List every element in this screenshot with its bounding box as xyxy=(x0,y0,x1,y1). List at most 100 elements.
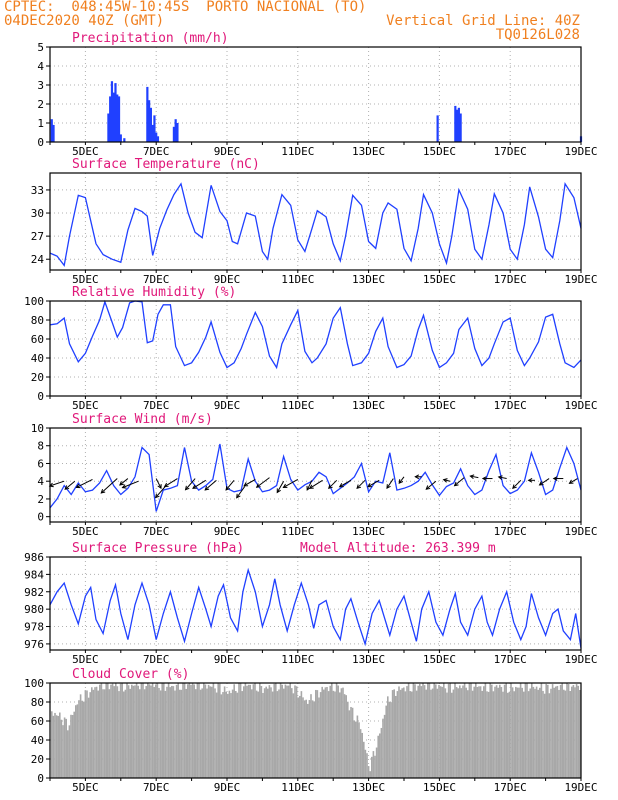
wind-arrow xyxy=(443,479,451,482)
cloud-column xyxy=(230,693,232,778)
cloud-column xyxy=(132,685,135,778)
cloud-column xyxy=(359,729,362,778)
cloud-column xyxy=(347,701,349,778)
cloud-column xyxy=(281,684,283,778)
y-tick-label: 80 xyxy=(31,314,44,327)
wind-arrow-head xyxy=(276,488,281,494)
wind-arrow-head xyxy=(75,483,81,489)
cloud-column xyxy=(428,683,431,778)
wind-arrow-head xyxy=(497,475,503,480)
cloud-column xyxy=(79,694,82,778)
cloud-column xyxy=(537,689,539,778)
wind-arrow xyxy=(164,478,178,487)
header-vertical-grid: Vertical Grid Line: 40Z xyxy=(386,13,580,29)
precip-bar xyxy=(149,107,152,142)
surface-temperature-title: Surface Temperature (nC) xyxy=(72,157,260,172)
cloud-column xyxy=(411,691,413,778)
cloud-column xyxy=(425,689,427,778)
cloud-column xyxy=(54,712,56,778)
cloud-column xyxy=(118,691,120,778)
precip-bar xyxy=(153,115,156,142)
x-tick-label: 19DEC xyxy=(564,781,597,794)
cloud-column xyxy=(396,691,399,778)
cloud-column xyxy=(235,691,237,778)
cloud-column xyxy=(502,691,504,778)
cloud-column xyxy=(409,691,411,778)
precip-bar xyxy=(174,119,177,142)
cloud-column xyxy=(243,686,245,778)
x-tick-label: 5DEC xyxy=(72,399,99,412)
wind-arrow xyxy=(470,475,479,479)
precip-bar xyxy=(114,83,117,142)
cloud-column xyxy=(150,685,152,778)
y-tick-label: 0 xyxy=(37,772,44,785)
cloud-column xyxy=(201,688,203,778)
x-tick-label: 19DEC xyxy=(564,399,597,412)
cloud-column xyxy=(350,706,352,778)
cloud-column xyxy=(337,685,339,778)
x-tick-label: 13DEC xyxy=(352,145,385,158)
wind-arrow-head xyxy=(398,479,404,485)
cloud-column xyxy=(308,700,311,778)
cloud-column xyxy=(164,690,167,778)
x-tick-label: 13DEC xyxy=(352,653,385,666)
header-datetime: 04DEC2020 40Z (GMT) xyxy=(4,13,165,29)
cloud-column xyxy=(452,689,455,778)
wind-arrow-head xyxy=(367,483,373,488)
cloud-column xyxy=(247,684,250,778)
cloud-column xyxy=(329,685,331,778)
cloud-column xyxy=(513,691,515,778)
cloud-column xyxy=(123,691,125,778)
x-tick-label: 9DEC xyxy=(214,145,241,158)
wind-arrow-head xyxy=(328,484,333,490)
wind-arrow-head xyxy=(64,485,70,490)
cloud-column xyxy=(404,691,407,778)
cloud-column xyxy=(383,714,386,778)
cloud-column xyxy=(187,684,189,778)
wind-arrow-head xyxy=(338,483,344,488)
cloud-column xyxy=(545,683,547,778)
x-tick-label: 7DEC xyxy=(143,525,170,538)
cloud-column xyxy=(139,689,141,778)
precip-bar xyxy=(457,107,460,142)
cloud-column xyxy=(70,714,72,778)
cloud-column xyxy=(227,693,229,778)
y-tick-label: 24 xyxy=(31,253,45,266)
cloud-column xyxy=(319,692,322,778)
y-tick-label: 4 xyxy=(37,60,44,73)
cloud-column xyxy=(151,683,154,778)
y-tick-label: 10 xyxy=(31,422,44,435)
precip-bar xyxy=(50,119,53,142)
cloud-column xyxy=(486,691,488,778)
precipitation-frame xyxy=(49,46,582,143)
cloud-column xyxy=(447,683,450,778)
cloud-column xyxy=(348,710,351,778)
cloud-column xyxy=(439,686,442,778)
wind-arrow xyxy=(236,486,246,499)
cloud-column xyxy=(558,689,560,778)
wind-arrow xyxy=(49,480,65,487)
cloud-column xyxy=(323,689,325,778)
cloud-column xyxy=(302,697,304,778)
cloud-column xyxy=(481,690,483,778)
cloud-column xyxy=(393,689,395,778)
cloud-column xyxy=(174,690,176,778)
cloud-column xyxy=(161,683,163,778)
cloud-column xyxy=(220,694,223,778)
cloud-column xyxy=(367,766,370,778)
cloud-column xyxy=(87,697,90,778)
x-tick-label: 19DEC xyxy=(564,273,597,286)
cloud-column xyxy=(380,727,383,778)
cloud-column xyxy=(297,697,299,778)
cloud-column xyxy=(574,687,576,778)
cloud-column xyxy=(478,686,480,778)
cloud-column xyxy=(71,714,74,778)
wind-arrow-head xyxy=(225,485,230,491)
wind-arrow xyxy=(367,479,380,488)
cloud-column xyxy=(107,683,109,778)
cloud-column xyxy=(579,690,581,778)
cloud-column xyxy=(255,690,258,778)
cloud-column xyxy=(171,685,173,778)
wind-arrow xyxy=(256,477,270,488)
